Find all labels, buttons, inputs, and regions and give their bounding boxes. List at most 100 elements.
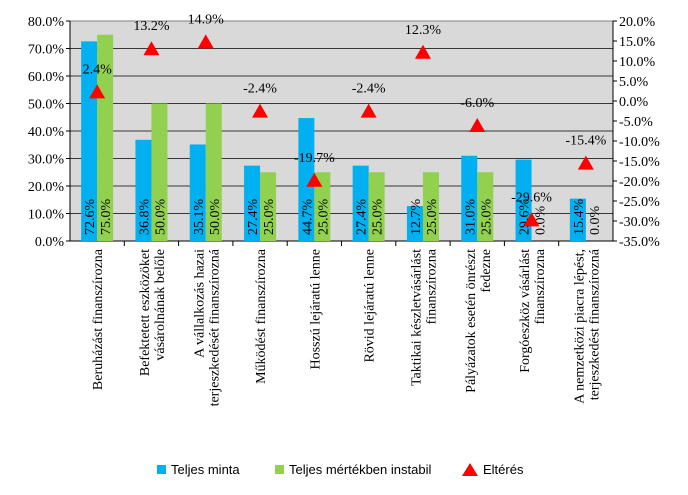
data-label-teljes-minta: 36.8% — [137, 199, 152, 236]
legend-label-teljes-minta: Teljes minta — [171, 461, 240, 477]
data-label-elteres: -2.4% — [352, 82, 386, 97]
data-label-elteres: 2.4% — [83, 62, 113, 77]
data-label-teljes-minta: 12.7% — [409, 199, 424, 236]
data-label-teljes-mertekben-instabil: 50.0% — [208, 199, 223, 236]
category-label: A vállalkozás hazai — [192, 249, 207, 358]
data-label-teljes-mertekben-instabil: 75.0% — [99, 199, 114, 236]
bar-teljes-minta — [189, 144, 206, 241]
category-label: terjeszkedését finanszírozná — [207, 248, 222, 406]
data-label-teljes-mertekben-instabil: 25.0% — [316, 199, 331, 236]
bar-teljes-mertekben-instabil — [97, 34, 114, 241]
marker-elteres — [360, 103, 377, 118]
left-axis-tick-label: 60.0% — [28, 70, 65, 85]
left-axis-tick-label: 30.0% — [28, 153, 65, 168]
legend: Teljes minta Teljes mértékben instabil E… — [0, 458, 688, 480]
data-label-teljes-mertekben-instabil: 25.0% — [262, 199, 277, 236]
right-axis-tick-label: -20.0% — [619, 175, 660, 190]
bar-teljes-mertekben-instabil — [314, 172, 331, 241]
data-label-elteres: -15.4% — [565, 134, 606, 149]
data-label-teljes-mertekben-instabil: 0.0% — [534, 206, 549, 236]
marker-elteres — [197, 34, 214, 49]
marker-elteres — [252, 103, 269, 118]
bar-teljes-mertekben-instabil — [422, 172, 439, 241]
data-label-teljes-mertekben-instabil: 25.0% — [425, 199, 440, 236]
data-label-teljes-minta: 31.0% — [463, 199, 478, 236]
bar-teljes-minta — [298, 118, 315, 241]
category-label: Beruházást finanszírozna — [91, 248, 106, 390]
legend-marker-elteres — [462, 462, 478, 476]
marker-elteres — [306, 172, 323, 187]
data-label-elteres: -2.4% — [243, 82, 277, 97]
marker-elteres — [143, 41, 160, 56]
data-label-elteres: -6.0% — [460, 96, 494, 111]
legend-label-elteres: Eltérés — [483, 461, 524, 477]
right-axis-tick-label: 10.0% — [619, 55, 656, 70]
data-label-elteres: 12.3% — [405, 23, 442, 38]
bar-teljes-mertekben-instabil — [205, 103, 222, 241]
data-label-teljes-mertekben-instabil: 0.0% — [588, 206, 603, 236]
legend-swatch-teljes-mertekben-instabil — [275, 464, 284, 474]
right-axis-tick-label: -15.0% — [619, 155, 660, 170]
left-axis-tick-label: 40.0% — [28, 125, 65, 140]
bar-teljes-minta — [81, 41, 98, 241]
data-label-elteres: -29.6% — [511, 190, 552, 205]
bar-teljes-minta — [244, 165, 261, 241]
data-label-teljes-minta: 44.7% — [300, 199, 315, 236]
data-label-teljes-mertekben-instabil: 25.0% — [371, 199, 386, 236]
bar-teljes-mertekben-instabil — [477, 172, 494, 241]
data-label-teljes-mertekben-instabil: 25.0% — [479, 199, 494, 236]
category-label: vásárolnának belőle — [153, 249, 168, 361]
left-axis-tick-label: 50.0% — [28, 98, 65, 113]
bar-teljes-minta — [406, 206, 423, 241]
category-label: Rövid lejáratú lenne — [363, 249, 378, 363]
legend-item-teljes-mertekben-instabil: Teljes mértékben instabil — [275, 458, 431, 480]
bar-teljes-minta — [352, 165, 369, 241]
category-label: terjeszkedést finanszírozná — [587, 248, 602, 400]
bar-teljes-minta — [135, 139, 152, 241]
data-label-teljes-minta: 27.4% — [355, 199, 370, 236]
category-label: Taktikai készletvásárlást — [409, 249, 424, 386]
bar-teljes-mertekben-instabil — [260, 172, 277, 241]
right-axis-tick-label: 0.0% — [619, 95, 649, 110]
data-label-teljes-mertekben-instabil: 50.0% — [153, 199, 168, 236]
data-label-elteres: 13.2% — [133, 19, 170, 34]
right-axis-tick-label: -5.0% — [619, 115, 653, 130]
right-axis-tick-label: 20.0% — [619, 15, 656, 30]
left-axis-tick-label: 20.0% — [28, 180, 65, 195]
category-label: Pályázatok esetén önrészt — [464, 249, 479, 393]
left-axis-tick-label: 0.0% — [35, 235, 65, 250]
category-label: Működést finanszírozna — [254, 248, 269, 384]
left-axis-tick-label: 80.0% — [28, 15, 65, 30]
bar-teljes-mertekben-instabil — [368, 172, 385, 241]
category-label: Befektetett eszközöket — [138, 249, 153, 376]
right-axis-tick-label: -25.0% — [619, 195, 660, 210]
legend-swatch-teljes-minta — [157, 464, 166, 474]
legend-label-teljes-mertekben-instabil: Teljes mértékben instabil — [289, 461, 432, 477]
bar-teljes-mertekben-instabil — [151, 103, 168, 241]
legend-item-elteres: Eltérés — [462, 458, 523, 480]
category-label: A nemzetközi piacra lépést, — [572, 249, 587, 404]
category-label: finanszírozna — [533, 248, 548, 324]
bar-teljes-minta — [569, 198, 586, 241]
marker-elteres — [414, 44, 431, 59]
left-axis-tick-label: 70.0% — [28, 43, 65, 58]
category-label: Forgóeszköz vásárlást — [518, 249, 533, 373]
category-label: finanszírozna — [424, 248, 439, 324]
category-label: Hosszú lejáratú lenne — [308, 249, 323, 370]
marker-elteres — [469, 118, 486, 132]
category-label: fedezne — [479, 249, 494, 293]
legend-item-teljes-minta: Teljes minta — [157, 458, 240, 480]
marker-elteres — [89, 84, 106, 99]
marker-elteres — [577, 155, 594, 170]
right-axis-tick-label: -10.0% — [619, 135, 660, 150]
data-label-teljes-minta: 35.1% — [192, 199, 207, 236]
data-label-teljes-minta: 72.6% — [83, 199, 98, 236]
bar-teljes-minta — [461, 155, 478, 241]
left-axis-tick-label: 10.0% — [28, 208, 65, 223]
data-label-teljes-minta: 27.4% — [246, 199, 261, 236]
right-axis-tick-label: -30.0% — [619, 215, 660, 230]
data-label-teljes-minta: 15.4% — [572, 199, 587, 236]
right-axis-tick-label: 5.0% — [619, 75, 649, 90]
right-axis-tick-label: -35.0% — [619, 235, 660, 250]
